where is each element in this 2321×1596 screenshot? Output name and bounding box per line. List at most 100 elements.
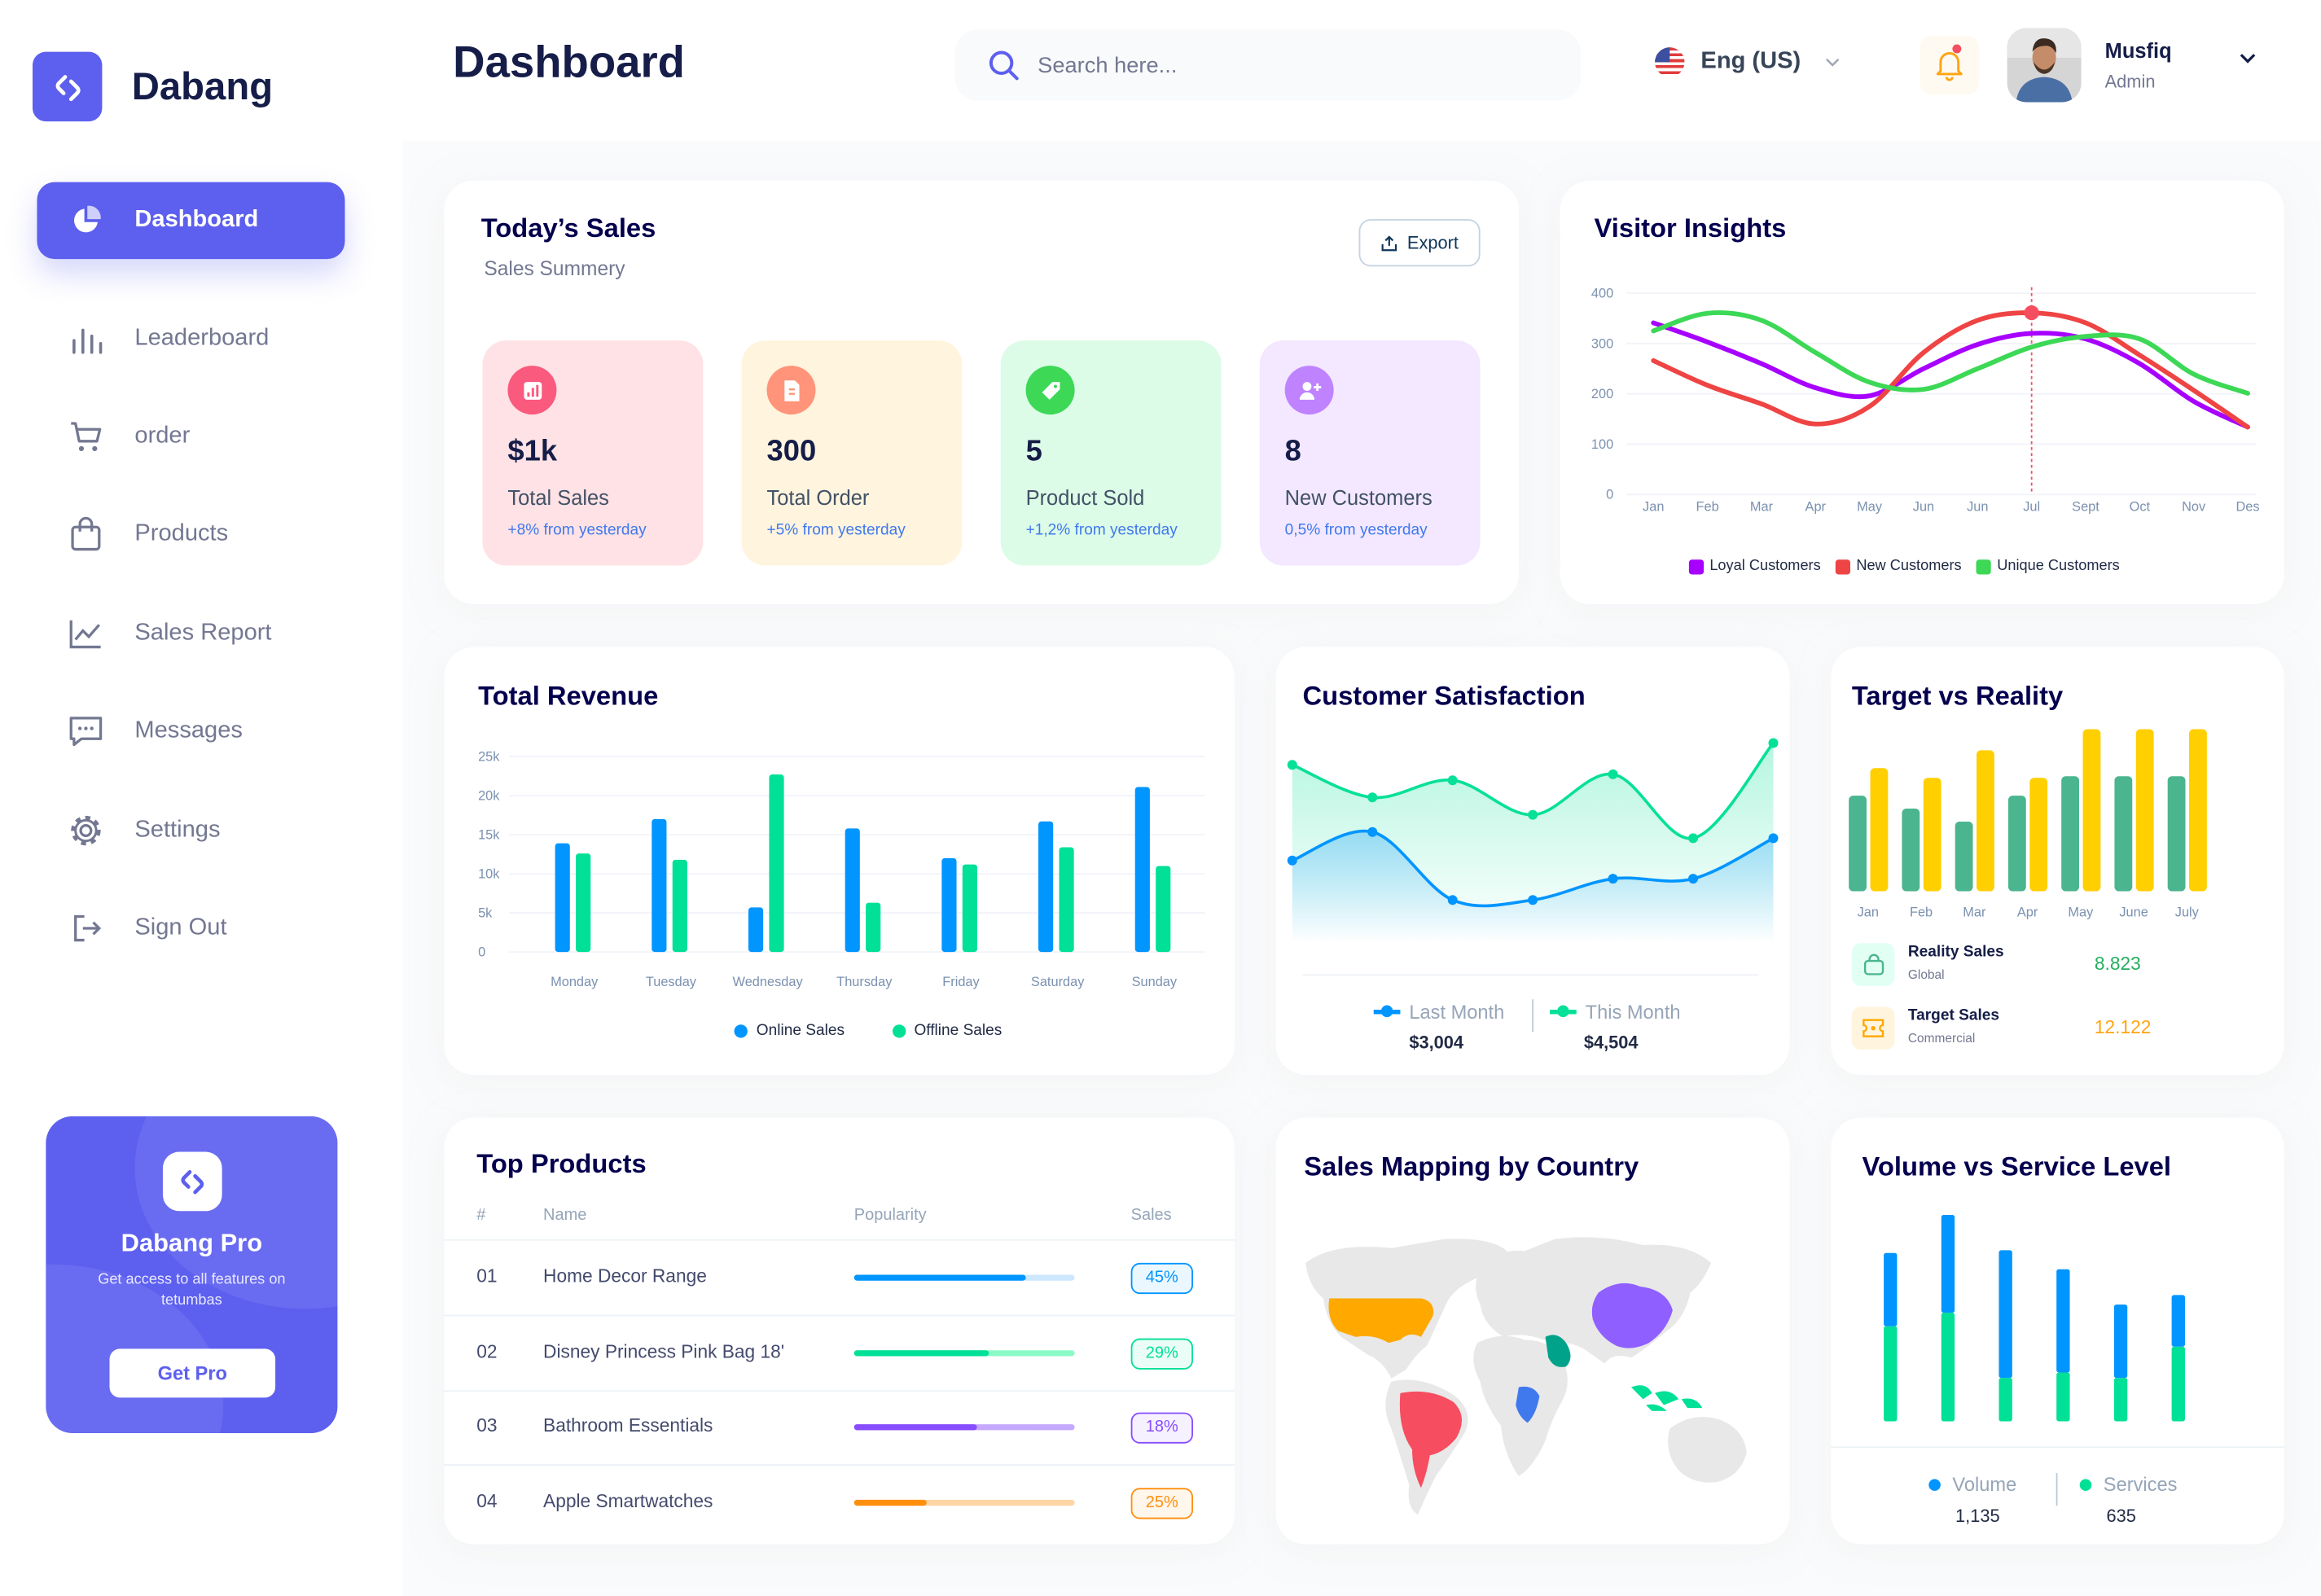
- stat-card-total-sales: $1k Total Sales +8% from yesterday: [482, 340, 704, 566]
- bar-saturday-online-sales: [1038, 821, 1054, 953]
- sidebar-item-label: Sign Out: [134, 914, 227, 940]
- product-rank: 04: [476, 1491, 498, 1512]
- avatar[interactable]: [2007, 28, 2082, 103]
- bar-services: [2056, 1372, 2070, 1422]
- x-tick-label: Nov: [2182, 499, 2206, 514]
- legend-dot: [1928, 1478, 1941, 1491]
- map-usa[interactable]: [1328, 1298, 1434, 1344]
- map-dr-congo[interactable]: [1516, 1386, 1540, 1423]
- customer-satisfaction-card: Customer Satisfaction Last Month $3,004 …: [1275, 647, 1790, 1076]
- series-line-unique-customers: [1651, 310, 2250, 396]
- logo-icon[interactable]: [32, 51, 103, 122]
- x-tick-label: Des: [2235, 499, 2259, 514]
- legend-swatch: [1835, 559, 1851, 574]
- target-sales-label: Target Sales: [1907, 1006, 1999, 1025]
- y-tick-label: 5k: [478, 906, 493, 921]
- sign-out-icon: [67, 909, 105, 947]
- bar-friday-online-sales: [941, 857, 957, 953]
- sidebar-item-leaderboard[interactable]: Leaderboard: [37, 300, 344, 378]
- product-name: Apple Smartwatches: [543, 1491, 713, 1512]
- stat-label: Total Sales: [507, 485, 609, 510]
- sidebar-item-label: Leaderboard: [134, 326, 270, 351]
- stat-change: +1,2% from yesterday: [1025, 521, 1178, 539]
- legend-label: Services: [2103, 1473, 2178, 1496]
- sidebar-item-settings[interactable]: Settings: [37, 792, 344, 870]
- map-china[interactable]: [1591, 1282, 1673, 1348]
- data-point: [1608, 769, 1618, 779]
- sales-badge: 25%: [1130, 1488, 1193, 1519]
- bar-jan-target-sales: [1870, 768, 1889, 892]
- sidebar-item-sign-out[interactable]: Sign Out: [37, 890, 344, 967]
- user-menu-chevron-icon[interactable]: [2240, 45, 2256, 72]
- language-label: Eng (US): [1700, 49, 1801, 74]
- data-point: [1528, 895, 1538, 905]
- export-label: Export: [1406, 232, 1459, 253]
- sidebar-item-products[interactable]: Products: [37, 496, 344, 573]
- bar-volume: [1884, 1252, 1898, 1326]
- product-rank: 02: [476, 1340, 498, 1362]
- card-subtitle: Sales Summery: [484, 257, 625, 280]
- data-point: [1287, 760, 1297, 770]
- language-selector[interactable]: Eng (US): [1655, 47, 1839, 77]
- legend-dot: [734, 1024, 748, 1037]
- card-title: Top Products: [476, 1148, 647, 1179]
- bar-services: [1999, 1378, 2012, 1422]
- dabang-logo-icon: [162, 1151, 222, 1212]
- legend-dot: [2079, 1478, 2092, 1491]
- tag-icon: [1025, 366, 1075, 415]
- bar-chart-icon: [67, 320, 105, 358]
- search-input[interactable]: [1034, 50, 1544, 80]
- highlight-point: [2024, 305, 2039, 321]
- bar-chart-icon: [507, 366, 557, 415]
- bar-tuesday-offline-sales: [672, 859, 687, 953]
- chart-legend: Online Sales Offline Sales: [734, 1022, 1002, 1039]
- x-tick-label: Oct: [2130, 499, 2151, 514]
- stat-change: 0,5% from yesterday: [1284, 521, 1428, 539]
- x-tick-label: Sunday: [1132, 975, 1178, 989]
- legend-label: Unique Customers: [1997, 558, 2120, 575]
- message-icon: [67, 712, 105, 751]
- reality-sales-label: Reality Sales: [1907, 943, 2004, 962]
- bar-friday-offline-sales: [962, 864, 977, 953]
- bar-apr-reality-sales: [2007, 796, 2026, 892]
- x-tick-label: Monday: [551, 975, 599, 989]
- document-icon: [766, 366, 816, 415]
- target-sales-value: 12.122: [2094, 1017, 2152, 1038]
- sales-badge: 45%: [1130, 1262, 1193, 1295]
- map-indonesia[interactable]: [1630, 1385, 1703, 1411]
- map-brazil[interactable]: [1399, 1391, 1462, 1489]
- sidebar-item-order[interactable]: order: [37, 398, 344, 476]
- x-tick-label: Jan: [1643, 499, 1664, 514]
- bar-apr-target-sales: [2029, 778, 2048, 892]
- data-point: [1367, 826, 1378, 837]
- data-point: [1768, 738, 1779, 748]
- card-title: Today’s Sales: [480, 213, 656, 243]
- get-pro-button[interactable]: Get Pro: [109, 1348, 276, 1398]
- row-divider: [444, 1239, 1235, 1241]
- sidebar-item-sales-report[interactable]: Sales Report: [37, 595, 344, 673]
- stat-card-new-customers: 8 New Customers 0,5% from yesterday: [1259, 340, 1481, 566]
- sidebar-item-dashboard[interactable]: Dashboard: [37, 182, 345, 260]
- shopping-bag-icon: [67, 515, 105, 554]
- data-point: [1287, 855, 1297, 866]
- card-title: Customer Satisfaction: [1302, 681, 1586, 711]
- bell-icon: [1935, 49, 1964, 81]
- y-tick-label: 25k: [478, 750, 500, 765]
- visitor-insights-chart: 0 100 200 300 400 Jan Feb Mar Apr May Jun Jun Jul Sep…: [1591, 286, 2260, 514]
- stat-change: +5% from yesterday: [766, 521, 906, 539]
- y-tick-label: 300: [1591, 336, 1613, 351]
- search-bar[interactable]: [954, 29, 1582, 101]
- x-tick-label: Feb: [1910, 905, 1933, 919]
- map-saudi-arabia[interactable]: [1545, 1335, 1571, 1367]
- data-point: [1367, 792, 1378, 803]
- sidebar-item-messages[interactable]: Messages: [37, 693, 344, 770]
- pie-chart-icon: [67, 201, 105, 239]
- bar-volume: [1999, 1250, 2012, 1379]
- export-button[interactable]: Export: [1358, 219, 1481, 267]
- product-rank: 03: [476, 1415, 498, 1437]
- notifications-button[interactable]: [1920, 35, 1980, 95]
- y-tick-label: 200: [1591, 387, 1613, 401]
- sales-badge: 18%: [1130, 1413, 1193, 1445]
- export-icon: [1380, 235, 1397, 251]
